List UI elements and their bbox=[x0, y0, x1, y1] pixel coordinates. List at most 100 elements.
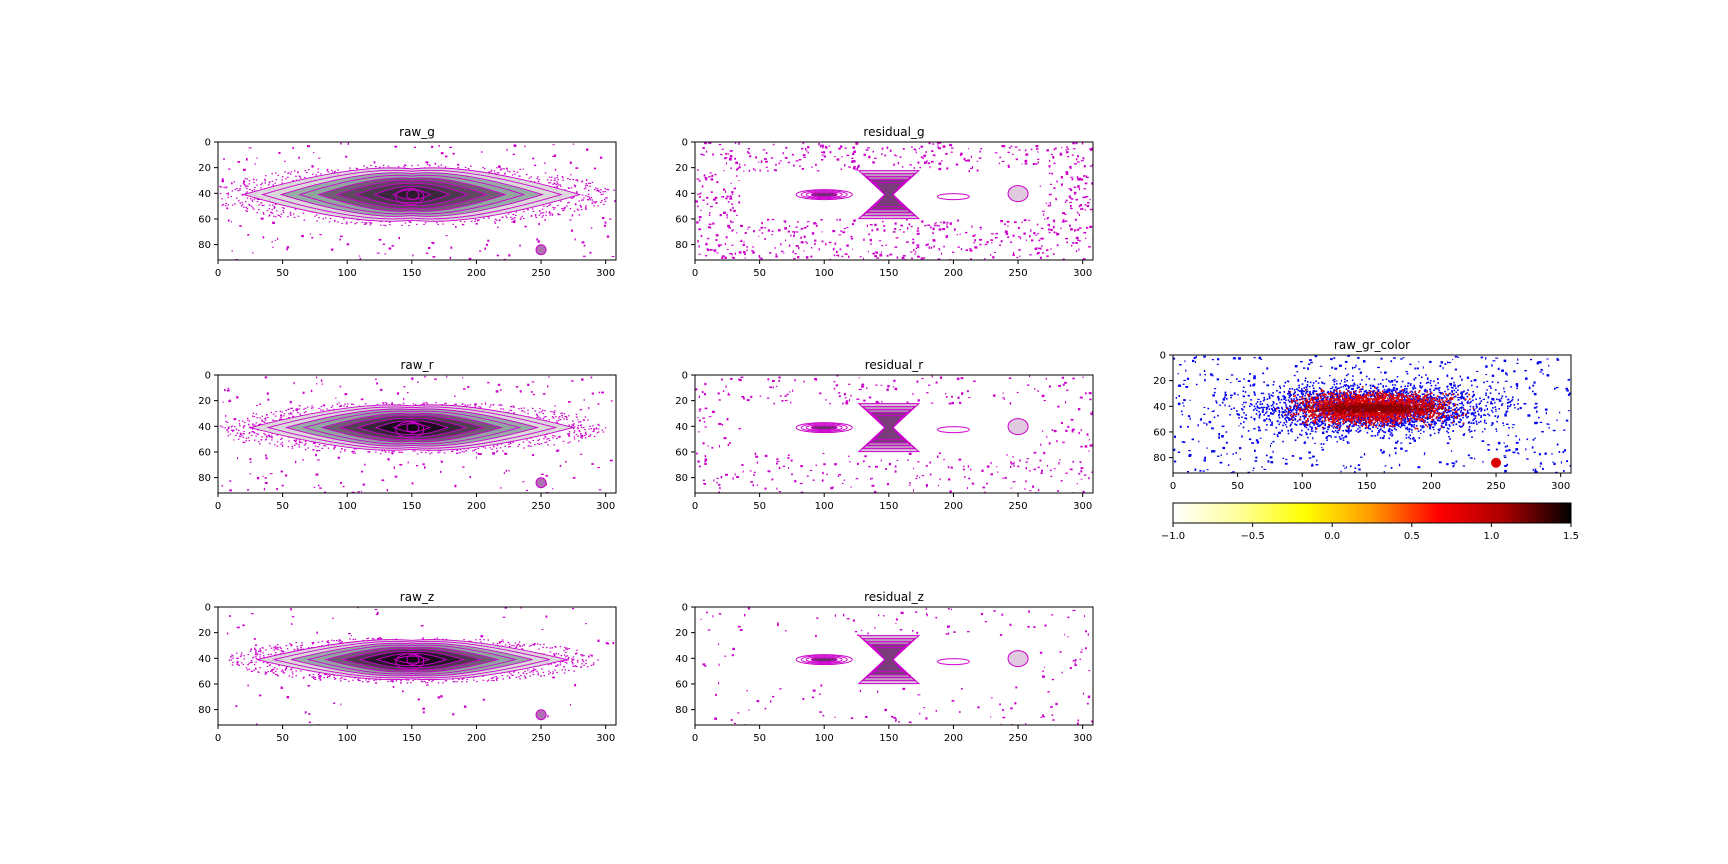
noise-speck bbox=[912, 392, 914, 396]
noise-speck bbox=[1080, 445, 1083, 448]
noise-speck bbox=[917, 255, 920, 258]
noise-speck bbox=[886, 388, 889, 391]
noise-speck bbox=[772, 386, 774, 389]
noise-speck bbox=[1425, 374, 1427, 376]
noise-speck bbox=[1512, 424, 1515, 426]
noise-speck bbox=[1053, 429, 1057, 433]
halo-speck bbox=[554, 669, 556, 671]
halo-speck bbox=[246, 191, 248, 193]
halo-speck bbox=[250, 205, 253, 207]
noise-speck bbox=[775, 253, 777, 256]
halo-speck bbox=[576, 208, 579, 210]
noise-speck bbox=[747, 152, 751, 154]
noise-speck bbox=[784, 399, 788, 402]
x-tick-label: 50 bbox=[276, 501, 289, 512]
noise-speck bbox=[339, 238, 341, 241]
noise-speck bbox=[397, 392, 400, 395]
halo-speck bbox=[575, 434, 578, 436]
halo-speck bbox=[339, 678, 342, 680]
noise-speck bbox=[446, 375, 448, 378]
noise-speck bbox=[895, 155, 898, 157]
noise-speck bbox=[741, 464, 744, 466]
noise-speck bbox=[894, 470, 897, 473]
noise-speck bbox=[875, 384, 878, 386]
noise-speck bbox=[770, 700, 772, 703]
noise-speck bbox=[785, 146, 788, 149]
noise-speck bbox=[962, 468, 965, 471]
noise-speck bbox=[926, 243, 929, 246]
noise-speck bbox=[1070, 198, 1074, 200]
halo-speck bbox=[562, 209, 565, 211]
halo-speck bbox=[568, 415, 570, 417]
noise-speck bbox=[1050, 183, 1052, 185]
noise-speck bbox=[1060, 227, 1062, 230]
halo-speck bbox=[575, 204, 577, 206]
noise-speck bbox=[1232, 453, 1234, 455]
color-pixel bbox=[1332, 379, 1335, 381]
noise-speck bbox=[225, 414, 227, 418]
noise-speck bbox=[946, 226, 949, 228]
noise-speck bbox=[725, 385, 727, 388]
halo-speck bbox=[500, 640, 502, 643]
noise-speck bbox=[534, 164, 537, 167]
core-contour bbox=[395, 188, 425, 206]
halo-speck bbox=[592, 425, 594, 427]
halo-speck bbox=[597, 188, 599, 190]
noise-speck bbox=[893, 717, 896, 719]
noise-speck bbox=[727, 201, 730, 203]
halo-speck bbox=[589, 425, 591, 427]
noise-speck bbox=[1226, 453, 1228, 455]
noise-speck bbox=[1185, 386, 1189, 388]
noise-speck bbox=[1227, 464, 1230, 466]
halo-speck bbox=[267, 671, 269, 673]
x-tick-label: 150 bbox=[402, 501, 421, 512]
noise-speck bbox=[1254, 449, 1256, 452]
noise-speck bbox=[733, 209, 736, 213]
halo-speck bbox=[551, 213, 554, 215]
halo-speck bbox=[568, 434, 570, 436]
halo-speck bbox=[268, 215, 270, 217]
noise-speck bbox=[957, 219, 959, 222]
noise-speck bbox=[698, 180, 701, 182]
noise-speck bbox=[375, 613, 379, 616]
noise-speck bbox=[956, 234, 958, 236]
halo-speck bbox=[304, 444, 306, 446]
noise-speck bbox=[1066, 241, 1068, 244]
noise-speck bbox=[840, 168, 843, 170]
color-pixel bbox=[1403, 419, 1405, 422]
halo-speck bbox=[434, 638, 436, 640]
halo-speck bbox=[454, 403, 456, 405]
halo-speck bbox=[333, 640, 335, 642]
noise-speck bbox=[1358, 386, 1360, 388]
noise-speck bbox=[1065, 148, 1067, 151]
halo-speck bbox=[405, 679, 408, 681]
noise-speck bbox=[953, 631, 956, 633]
noise-speck bbox=[1338, 364, 1342, 367]
noise-speck bbox=[704, 407, 708, 410]
noise-speck bbox=[738, 378, 740, 381]
halo-speck bbox=[227, 431, 229, 433]
halo-speck bbox=[515, 211, 517, 213]
noise-speck bbox=[1486, 380, 1489, 382]
noise-speck bbox=[1485, 357, 1487, 360]
noise-speck bbox=[930, 246, 933, 249]
halo-speck bbox=[302, 212, 305, 214]
noise-speck bbox=[928, 142, 931, 145]
halo-speck bbox=[246, 197, 249, 199]
noise-speck bbox=[1462, 434, 1465, 436]
noise-speck bbox=[800, 236, 802, 239]
noise-speck bbox=[712, 615, 714, 618]
noise-speck bbox=[820, 145, 822, 148]
halo-speck bbox=[295, 675, 297, 677]
halo-speck bbox=[357, 679, 360, 681]
color-pixel bbox=[1497, 381, 1499, 384]
noise-speck bbox=[937, 144, 939, 146]
noise-speck bbox=[1533, 451, 1536, 454]
halo-speck bbox=[368, 451, 370, 453]
halo-speck bbox=[580, 654, 582, 656]
noise-speck bbox=[477, 453, 481, 455]
noise-speck bbox=[731, 244, 734, 246]
noise-speck bbox=[1057, 405, 1060, 408]
noise-speck bbox=[411, 482, 414, 485]
noise-speck bbox=[1266, 384, 1270, 387]
